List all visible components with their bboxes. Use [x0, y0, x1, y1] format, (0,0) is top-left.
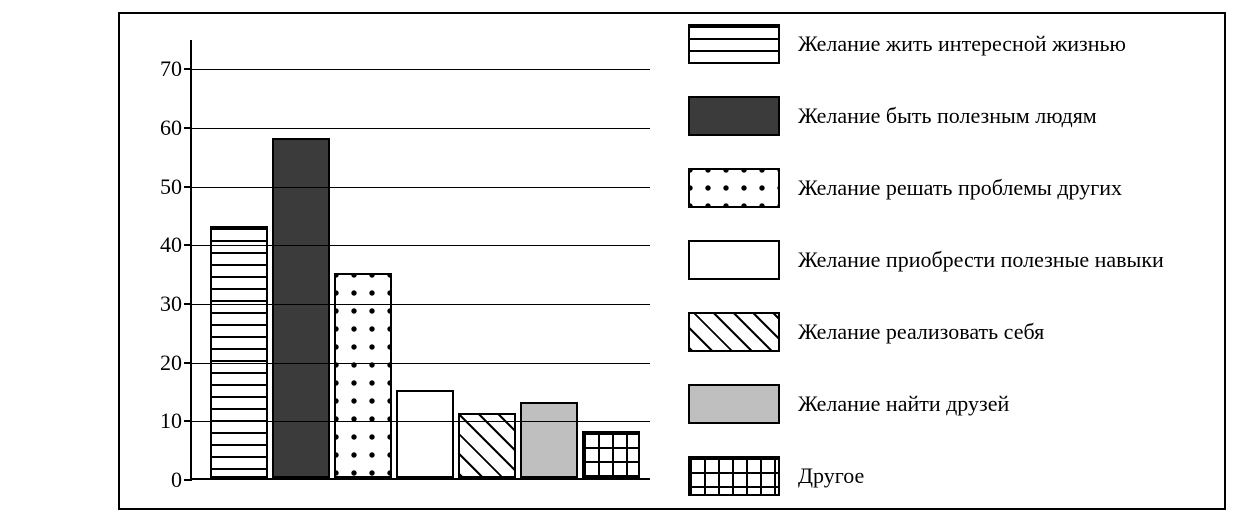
y-tick — [184, 127, 192, 129]
y-tick-label: 40 — [160, 232, 182, 258]
legend-swatch — [688, 24, 780, 64]
y-tick — [184, 362, 192, 364]
legend-item: Желание жить интересной жизнью — [688, 24, 1208, 64]
gridline — [192, 421, 650, 422]
legend-item: Желание реализовать себя — [688, 312, 1208, 352]
bar — [458, 413, 516, 478]
gridline — [192, 245, 650, 246]
chart-area: 010203040506070 — [140, 40, 650, 480]
legend-item: Желание приобрести полезные навыки — [688, 240, 1208, 280]
bar — [582, 431, 640, 478]
bar — [272, 138, 330, 478]
y-tick-label: 20 — [160, 350, 182, 376]
legend-item: Желание найти друзей — [688, 384, 1208, 424]
y-tick — [184, 186, 192, 188]
y-tick-label: 50 — [160, 174, 182, 200]
legend-item: Желание быть полезным людям — [688, 96, 1208, 136]
y-tick — [184, 303, 192, 305]
gridline — [192, 69, 650, 70]
y-tick-label: 0 — [171, 467, 182, 493]
legend-item: Другое — [688, 456, 1208, 496]
y-tick-label: 30 — [160, 291, 182, 317]
bar — [520, 402, 578, 478]
legend-swatch — [688, 96, 780, 136]
legend-label: Желание реализовать себя — [798, 319, 1044, 345]
gridline — [192, 363, 650, 364]
legend-swatch — [688, 456, 780, 496]
legend-label: Другое — [798, 463, 864, 489]
y-tick-label: 70 — [160, 56, 182, 82]
legend-label: Желание найти друзей — [798, 391, 1009, 417]
plot-area — [190, 40, 650, 480]
chart-frame: 0 10 20 30 40 50 60 70 Желание жить интересной … — [0, 0, 1241, 524]
legend-swatch — [688, 168, 780, 208]
y-tick — [184, 420, 192, 422]
y-tick-label: 10 — [160, 408, 182, 434]
legend-item: Желание решать проблемы других — [688, 168, 1208, 208]
y-tick — [184, 479, 192, 481]
legend-label: Желание приобрести полезные навыки — [798, 247, 1164, 273]
legend-swatch — [688, 240, 780, 280]
bar — [396, 390, 454, 478]
bars-container — [192, 138, 650, 478]
y-tick — [184, 68, 192, 70]
legend-label: Желание решать проблемы других — [798, 175, 1122, 201]
y-tick-label: 60 — [160, 115, 182, 141]
legend-label: Желание жить интересной жизнью — [798, 31, 1126, 57]
legend: Желание жить интересной жизнью Желание бы… — [688, 24, 1208, 496]
bar — [210, 226, 268, 478]
legend-label: Желание быть полезным людям — [798, 103, 1097, 129]
y-axis-labels: 010203040506070 — [140, 40, 190, 480]
legend-swatch — [688, 384, 780, 424]
y-tick — [184, 244, 192, 246]
gridline — [192, 128, 650, 129]
gridline — [192, 304, 650, 305]
gridline — [192, 187, 650, 188]
legend-swatch — [688, 312, 780, 352]
